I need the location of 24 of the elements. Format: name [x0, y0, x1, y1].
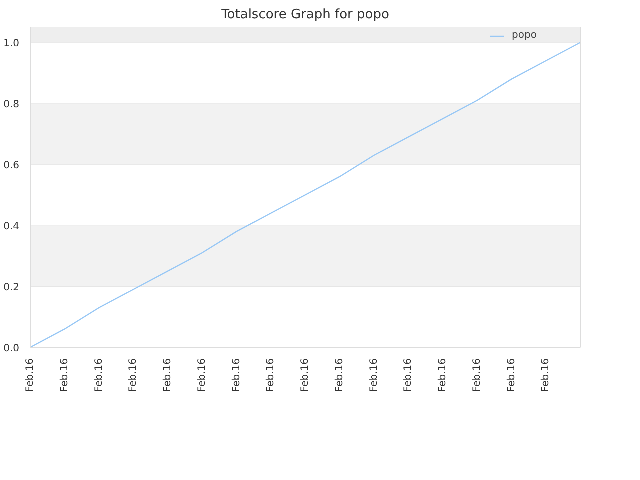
y-tick-label: 0.8 [4, 100, 20, 111]
x-tick-label: Feb.16 [540, 358, 552, 392]
x-tick-label: Feb.16 [368, 358, 380, 392]
x-tick-label: Feb.16 [472, 358, 483, 392]
x-tick-label: Feb.16 [403, 358, 414, 392]
x-tick-label: Feb.16 [94, 358, 105, 392]
x-tick-label: Feb.16 [300, 358, 311, 392]
y-tick-label: 1.0 [4, 38, 20, 50]
x-tick-label: Feb.16 [231, 358, 242, 392]
x-tick-label: Feb.16 [25, 358, 36, 392]
x-tick-label: Feb.16 [266, 358, 277, 392]
x-tick-label: Feb.16 [196, 358, 208, 392]
x-tick-label: Feb.16 [334, 358, 346, 392]
x-tick-label: Feb.16 [438, 358, 448, 392]
y-tick-label: 0.6 [4, 160, 20, 172]
x-tick-label: Feb.16 [59, 358, 70, 392]
y-tick-label: 0.2 [4, 282, 20, 294]
x-tick-label: Feb.16 [128, 358, 140, 392]
legend-label: popo [512, 30, 537, 41]
x-tick-label: Feb.16 [506, 358, 518, 392]
x-tick-label: Feb.16 [162, 358, 174, 392]
y-tick-label: 0.4 [4, 222, 20, 233]
chart-title: Totalscore Graph for popo [220, 8, 390, 22]
y-tick-label: 0.0 [4, 344, 20, 354]
